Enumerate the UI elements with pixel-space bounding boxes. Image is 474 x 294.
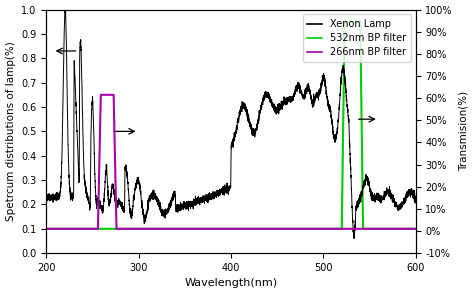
Y-axis label: Spetrcum distributions of lamp(%): Spetrcum distributions of lamp(%) <box>6 41 16 221</box>
X-axis label: Wavelength(nm): Wavelength(nm) <box>184 278 277 288</box>
Y-axis label: Transmision(%): Transmision(%) <box>458 91 468 171</box>
Legend: Xenon Lamp, 532nm BP filter, 266nm BP filter: Xenon Lamp, 532nm BP filter, 266nm BP fi… <box>302 14 411 62</box>
